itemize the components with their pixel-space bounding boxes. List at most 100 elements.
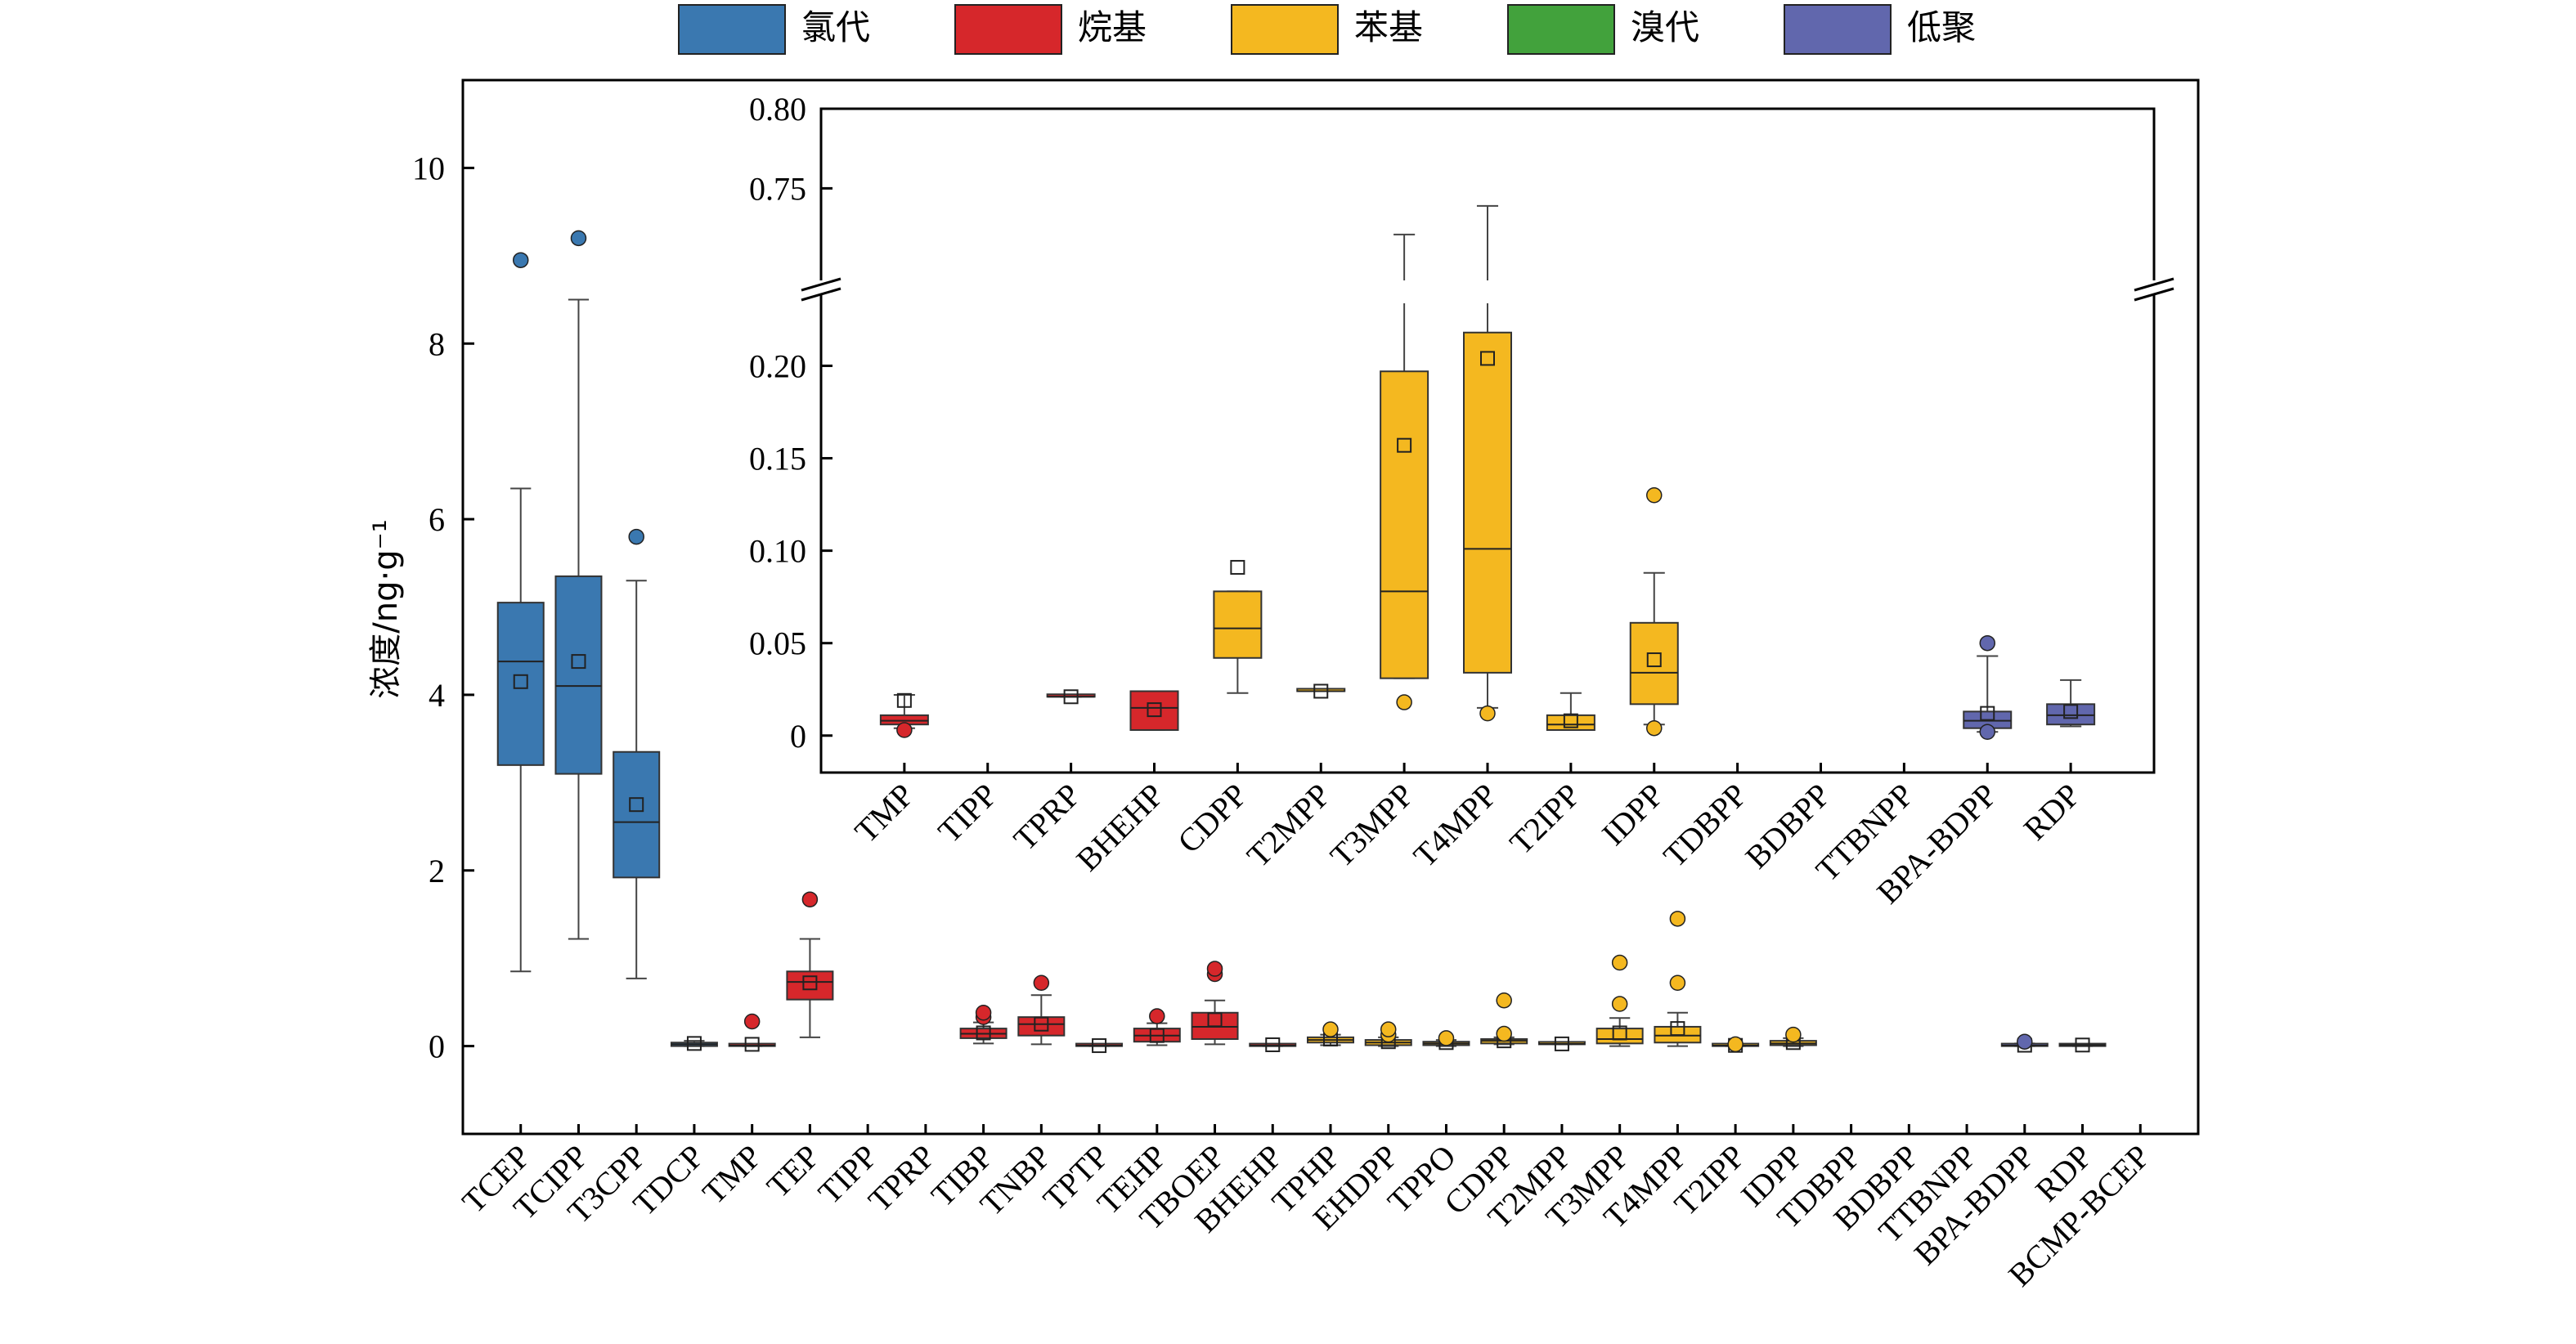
- main-box-3: [670, 1036, 718, 1051]
- main-mean-18: [1554, 1036, 1569, 1051]
- main-mean-13: [1265, 1037, 1281, 1052]
- main-box-0: [496, 252, 545, 973]
- main-y-tick-label-1: 2: [429, 853, 445, 889]
- inset-y-tick-label-3: 0.15: [749, 441, 806, 477]
- main-outlier-15-1: [1380, 1021, 1397, 1037]
- main-box-17: [1480, 992, 1528, 1049]
- main-x-tick-label-7: TPRP: [861, 1138, 942, 1219]
- y-axis-label: 浓度/ng·g⁻¹: [367, 519, 405, 698]
- inset-iqr-6: [1380, 370, 1429, 679]
- inset-y-tick-label-2: 0.10: [749, 533, 806, 570]
- inset-x-tick-label-5: T2MPP: [1240, 777, 1338, 875]
- main-box-22: [1769, 1026, 1817, 1051]
- inset-iqr-9: [1629, 621, 1679, 706]
- main-y-tick-label-2: 4: [429, 677, 445, 714]
- inset-y-tick-label-1: 0.05: [749, 625, 806, 662]
- inset-mean-3: [1147, 702, 1162, 718]
- main-outlier-16-0: [1438, 1030, 1455, 1046]
- main-mean-8: [976, 1025, 991, 1041]
- legend-label-5: 低聚: [1907, 7, 1976, 47]
- legend-swatch-2: [954, 4, 1062, 55]
- main-mean-20: [1670, 1021, 1685, 1037]
- main-outlier-20-0: [1669, 974, 1686, 991]
- inset-mean-5: [1313, 683, 1329, 699]
- legend-label-3: 苯基: [1354, 7, 1423, 47]
- inset-mean-13: [1980, 706, 1995, 721]
- inset-outlier-13-1: [1979, 634, 1995, 652]
- inset-outlier-6-0: [1396, 694, 1412, 710]
- inset-mean-0: [896, 692, 912, 708]
- inset-x-tick-label-0: TMP: [847, 777, 921, 850]
- main-box-11: [1133, 1008, 1181, 1046]
- main-outlier-9-0: [1033, 974, 1050, 991]
- inset-x-tick-label-8: T2IPP: [1502, 777, 1587, 862]
- inset-box-0: [879, 692, 929, 738]
- inset-y-tick-label-5: 0.75: [749, 170, 806, 207]
- main-box-27: [2058, 1037, 2107, 1053]
- main-box-10: [1075, 1038, 1124, 1054]
- main-outlier-14-0: [1322, 1021, 1339, 1037]
- main-outlier-26-0: [2017, 1033, 2033, 1050]
- inset-x-tick-label-1: TIPP: [931, 777, 1004, 850]
- main-outlier-17-0: [1496, 1025, 1512, 1042]
- main-box-16: [1422, 1030, 1470, 1051]
- inset-box-4: [1213, 559, 1263, 694]
- inset-box-7: [1463, 204, 1512, 722]
- inset-mean-8: [1563, 713, 1578, 728]
- inset-axis-break-mark-left-2: [801, 287, 841, 302]
- main-mean-2: [629, 797, 644, 813]
- inset-mean-6: [1397, 437, 1412, 453]
- inset-axis-break-mark-right-2: [2134, 287, 2174, 302]
- inset-iqr-14: [2046, 703, 2096, 726]
- main-box-8: [959, 1005, 1008, 1045]
- legend-swatch-5: [1784, 4, 1892, 55]
- inset-box-9: [1629, 487, 1679, 737]
- legend-label-2: 烷基: [1078, 7, 1147, 47]
- legend-swatch-3: [1231, 4, 1339, 55]
- main-iqr-2: [613, 750, 661, 879]
- main-box-18: [1537, 1036, 1586, 1051]
- main-box-9: [1017, 974, 1066, 1046]
- inset-x-tick-label-9: IDPP: [1595, 777, 1671, 853]
- main-box-20: [1654, 911, 1702, 1047]
- main-y-tick-label-4: 8: [429, 325, 445, 362]
- main-mean-12: [1207, 1012, 1223, 1028]
- main-x-tick-label-4: TMP: [695, 1138, 769, 1212]
- main-outlier-19-0: [1611, 996, 1628, 1012]
- inset-outlier-13-0: [1979, 724, 1995, 740]
- inset-mean-14: [2063, 704, 2079, 719]
- main-mean-19: [1612, 1025, 1627, 1041]
- main-box-15: [1364, 1021, 1412, 1050]
- main-outlier-0-0: [512, 252, 529, 268]
- main-outlier-11-0: [1149, 1008, 1165, 1024]
- main-outlier-20-1: [1669, 911, 1686, 927]
- main-y-tick-label-5: 10: [412, 150, 445, 186]
- main-iqr-9: [1017, 1016, 1066, 1037]
- inset-mean-2: [1063, 689, 1079, 705]
- main-iqr-1: [554, 575, 603, 775]
- main-mean-10: [1092, 1038, 1107, 1054]
- main-outlier-17-1: [1496, 992, 1512, 1009]
- main-outlier-5-0: [801, 891, 819, 907]
- main-box-21: [1712, 1036, 1760, 1053]
- main-iqr-0: [496, 602, 545, 766]
- main-iqr-19: [1595, 1028, 1644, 1045]
- inset-iqr-4: [1213, 590, 1263, 659]
- main-y-tick-label-3: 6: [429, 501, 445, 538]
- main-outlier-4-0: [743, 1013, 761, 1030]
- inset-outlier-9-0: [1646, 719, 1663, 737]
- inset-box-3: [1129, 690, 1179, 731]
- main-box-12: [1191, 961, 1239, 1046]
- inset-outlier-9-1: [1646, 487, 1663, 504]
- inset-iqr-7: [1463, 331, 1512, 674]
- inset-mean-7: [1480, 351, 1495, 366]
- main-box-14: [1307, 1021, 1354, 1046]
- inset-x-tick-label-10: TDBPP: [1656, 777, 1754, 875]
- inset-y-tick-label-6: 0.80: [749, 91, 806, 128]
- inset-box-14: [2046, 679, 2096, 728]
- inset-box-8: [1546, 692, 1595, 731]
- legend-label-4: 溴代: [1631, 7, 1699, 47]
- inset-x-tick-label-7: T4MPP: [1407, 777, 1505, 875]
